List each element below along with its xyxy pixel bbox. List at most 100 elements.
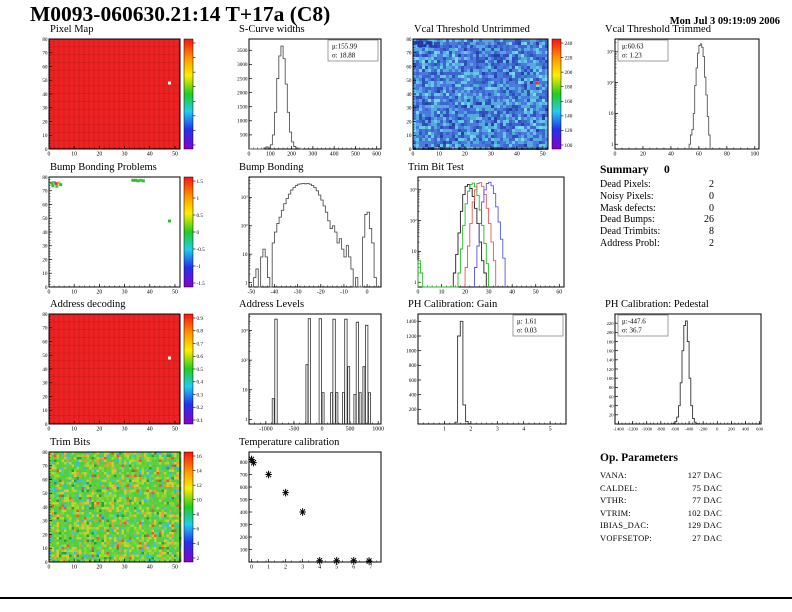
svg-text:1: 1	[245, 280, 248, 286]
trim-bit-test-plot: 0 10 20 30 40 50 60 1 10 10² 10³	[410, 176, 565, 296]
svg-text:10: 10	[42, 408, 48, 414]
svg-text:40: 40	[42, 230, 48, 236]
panel-op-parameters: Op. Parameters VANA: 127 DAC CALDEL: 75 DAC…	[600, 452, 722, 545]
svg-text:1: 1	[414, 280, 417, 286]
svg-text:0.2: 0.2	[197, 405, 204, 411]
svg-text:300: 300	[309, 152, 318, 158]
svg-text:-1.5: -1.5	[197, 281, 206, 287]
svg-text:40: 40	[147, 152, 153, 158]
svg-text:40: 40	[509, 290, 515, 296]
panel-ph-calibration-pedestal: PH Calibration: Pedestal -1400 -1200 -1000…	[597, 299, 767, 435]
plot-title: PH Calibration: Gain	[408, 299, 498, 310]
svg-text:1.5: 1.5	[197, 179, 204, 185]
svg-text:0: 0	[45, 147, 48, 153]
svg-text:10: 10	[71, 427, 77, 433]
svg-text:30: 30	[42, 381, 48, 387]
svg-text:50: 50	[172, 290, 178, 296]
svg-text:-50: -50	[247, 290, 255, 296]
svg-text:-1400: -1400	[613, 427, 624, 432]
svg-text:0.9: 0.9	[197, 316, 204, 322]
plot-title: S-Curve widths	[239, 24, 305, 35]
svg-text:0.5: 0.5	[197, 367, 204, 373]
svg-text:160: 160	[607, 348, 615, 353]
svg-text:10: 10	[71, 290, 77, 296]
svg-text:80: 80	[42, 175, 48, 181]
svg-text:40: 40	[406, 92, 412, 98]
svg-text:3500: 3500	[237, 48, 248, 54]
svg-text:70: 70	[406, 51, 412, 57]
svg-text:10²: 10²	[607, 80, 614, 86]
svg-text:10: 10	[242, 388, 248, 394]
ph-calibration-gain-plot: 1 2 3 4 5 200 400 600 800 1000 1200 1400 μ: 1.61σ: 0…	[406, 313, 567, 433]
svg-text:-1000: -1000	[259, 427, 273, 433]
svg-text:0.7: 0.7	[197, 341, 204, 347]
svg-text:-500: -500	[289, 427, 300, 433]
svg-text:0: 0	[248, 152, 251, 158]
op-parameter-row: IBIAS_DAC: 129 DAC	[600, 520, 722, 531]
svg-text:μ:155.99: μ:155.99	[332, 43, 357, 51]
svg-text:60: 60	[556, 290, 562, 296]
svg-text:50: 50	[42, 78, 48, 84]
svg-text:20: 20	[42, 394, 48, 400]
summary-title: Summary	[600, 164, 649, 176]
plot-title: PH Calibration: Pedestal	[605, 299, 709, 310]
svg-text:10: 10	[42, 271, 48, 277]
svg-text:50: 50	[172, 427, 178, 433]
page-title: M0093-060630.21:14 T+17a (C8)	[30, 2, 331, 26]
svg-text:-30: -30	[294, 290, 302, 296]
svg-text:20: 20	[42, 257, 48, 263]
svg-text:10³: 10³	[241, 328, 248, 334]
svg-text:30: 30	[122, 427, 128, 433]
svg-text:200: 200	[565, 70, 573, 76]
svg-text:20: 20	[42, 119, 48, 125]
svg-text:0: 0	[409, 147, 412, 153]
svg-text:180: 180	[607, 339, 615, 344]
svg-text:80: 80	[42, 312, 48, 318]
svg-text:400: 400	[409, 392, 417, 398]
svg-text:10³: 10³	[607, 50, 614, 56]
panel-pixel-map: Pixel Map 0 10 20 30 40 50 0 10 20 30 40 50 60 70 80	[36, 24, 214, 160]
svg-text:70: 70	[42, 326, 48, 332]
svg-text:200: 200	[607, 330, 615, 335]
svg-text:500: 500	[351, 152, 360, 158]
svg-text:1500: 1500	[237, 104, 248, 110]
svg-text:0: 0	[716, 427, 719, 432]
panel-summary: Summary 0 Dead Pixels: 2 Noisy Pixels: 0 Mas…	[600, 164, 714, 250]
svg-text:σ: 18.88: σ: 18.88	[332, 52, 356, 60]
svg-text:60: 60	[42, 202, 48, 208]
svg-text:500: 500	[240, 133, 248, 139]
svg-text:μ:-447.6: μ:-447.6	[622, 318, 646, 326]
svg-text:100: 100	[750, 152, 759, 158]
svg-text:40: 40	[668, 152, 674, 158]
panel-trim-bit-test: Trim Bit Test 0 10 20 30 40 50 60 1 10 10² 10³	[400, 162, 570, 298]
address-levels-plot: -1000 -500 0 500 1000 1 10 10² 10³	[241, 313, 384, 433]
svg-text:30: 30	[42, 106, 48, 112]
panel-bump-bonding-problems: Bump Bonding Problems 1.5 1 0.5 0 -0.5 -1 -1.5…	[36, 162, 214, 298]
svg-text:80: 80	[42, 37, 48, 43]
svg-text:140: 140	[607, 358, 615, 363]
svg-text:1: 1	[197, 196, 200, 202]
svg-text:80: 80	[406, 37, 412, 43]
svg-text:140: 140	[565, 114, 573, 120]
op-parameters-title: Op. Parameters	[600, 452, 678, 464]
summary-grade: 0	[664, 164, 670, 176]
svg-text:0.3: 0.3	[197, 392, 204, 398]
plot-title: Vcal Threshold Trimmed	[605, 24, 711, 35]
svg-text:-1: -1	[197, 264, 202, 270]
svg-text:50: 50	[42, 353, 48, 359]
svg-text:40: 40	[514, 152, 520, 158]
svg-text:10³: 10³	[241, 195, 248, 201]
svg-text:20: 20	[96, 152, 102, 158]
svg-text:1200: 1200	[406, 334, 417, 340]
svg-text:0: 0	[197, 230, 200, 236]
summary-row: Dead Trimbits: 8	[600, 226, 714, 238]
svg-text:0.8: 0.8	[197, 329, 204, 335]
svg-text:60: 60	[42, 339, 48, 345]
svg-text:220: 220	[565, 55, 573, 61]
svg-text:500: 500	[346, 427, 355, 433]
svg-text:20: 20	[609, 413, 614, 418]
svg-text:0: 0	[417, 290, 420, 296]
svg-text:2500: 2500	[237, 76, 248, 82]
